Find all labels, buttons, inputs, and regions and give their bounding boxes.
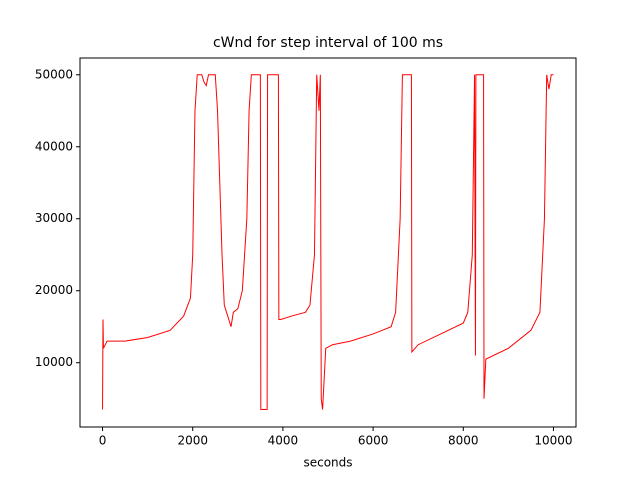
chart-title: cWnd for step interval of 100 ms — [213, 35, 443, 51]
x-tick-label: 8000 — [448, 434, 479, 448]
data-line — [102, 74, 554, 411]
x-tick-label: 0 — [99, 434, 107, 448]
x-axis-label: seconds — [303, 456, 352, 470]
y-tick-label: 10000 — [35, 355, 73, 369]
x-tick-label: 2000 — [177, 434, 208, 448]
y-tick-label: 40000 — [35, 139, 73, 153]
y-tick-label: 30000 — [35, 211, 73, 225]
x-tick-label: 10000 — [534, 434, 572, 448]
plot-frame — [79, 57, 577, 428]
x-tick-label: 4000 — [268, 434, 299, 448]
x-tick-label: 6000 — [358, 434, 389, 448]
y-tick-label: 50000 — [35, 67, 73, 81]
y-tick-label: 20000 — [35, 283, 73, 297]
